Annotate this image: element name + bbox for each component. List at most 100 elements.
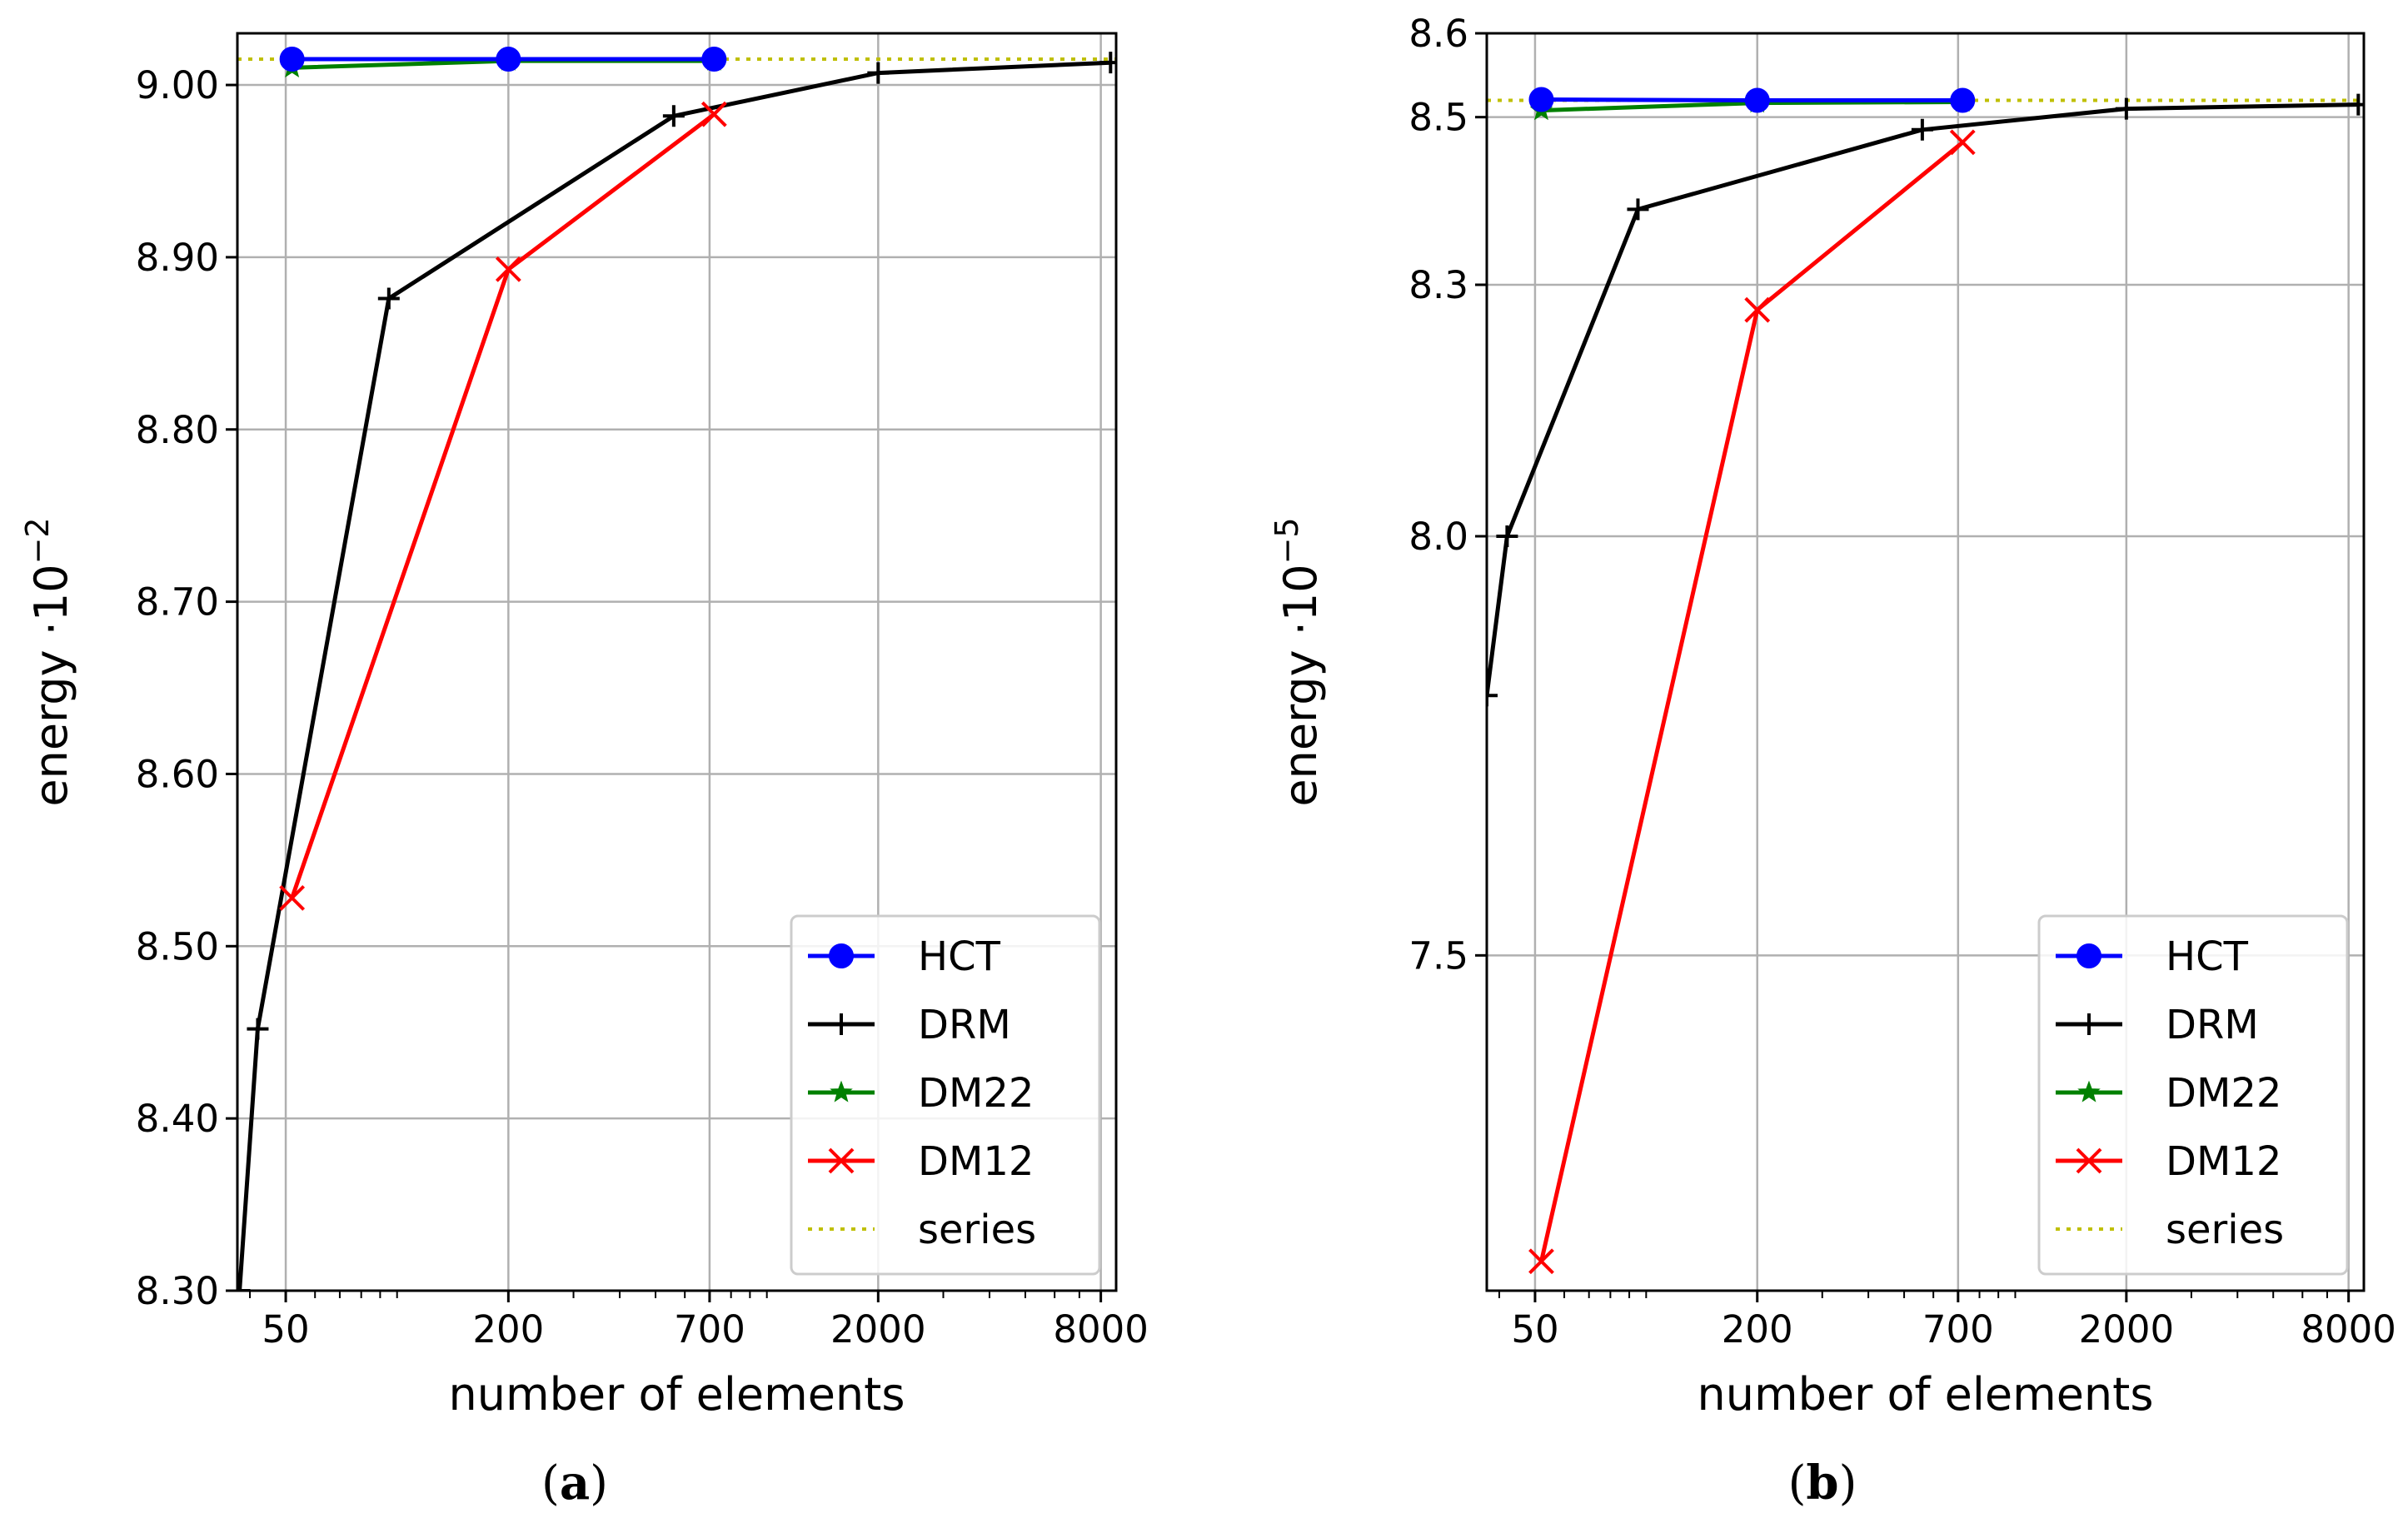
panel-b: 50 200 700 2000 8000 7.5 8.0 8.3 8.5 8.6 number of… xyxy=(1269,12,2396,1511)
x-tick-label: 700 xyxy=(1922,1307,1994,1351)
series-line-dm12 xyxy=(290,112,715,899)
legend-marker-dm12 xyxy=(2076,1147,2102,1174)
data-point-dm12 xyxy=(1949,129,1976,156)
y-axis-label-exponent: −2 xyxy=(19,517,56,564)
legend-label-hct: HCT xyxy=(918,933,1001,980)
y-axis-label-exponent: −5 xyxy=(1269,517,1305,564)
legend-label-dm22: DM22 xyxy=(918,1070,1034,1117)
x-axis-label: number of elements xyxy=(449,1368,905,1421)
y-tick-label: 7.5 xyxy=(1408,933,1468,978)
legend-item-drm: DRM xyxy=(2056,1002,2259,1048)
legend-item-dm22: DM22 xyxy=(2056,1070,2281,1117)
legend-label-series: series xyxy=(2166,1207,2284,1253)
legend-label-drm: DRM xyxy=(2166,1002,2259,1048)
caption-close: ) xyxy=(590,1456,608,1511)
y-tick-label: 8.3 xyxy=(1408,263,1468,307)
panel-caption: (a) xyxy=(541,1456,608,1511)
legend: HCT DRM DM22 DM12 series xyxy=(2037,914,2349,1276)
y-tick-label: 9.00 xyxy=(136,63,219,107)
x-tick-label: 8000 xyxy=(2301,1307,2396,1351)
data-point-hct xyxy=(1744,87,1770,113)
legend-item-series: series xyxy=(2056,1207,2284,1253)
x-tick-label: 200 xyxy=(472,1307,544,1351)
data-point-dm12 xyxy=(279,884,306,911)
y-tick-label: 8.60 xyxy=(136,752,219,796)
data-point-drm xyxy=(1911,118,1933,141)
legend-marker-dm22 xyxy=(2077,1080,2101,1102)
legend-marker-dm22 xyxy=(830,1080,853,1102)
data-point-hct xyxy=(1528,87,1554,112)
x-tick-label: 700 xyxy=(674,1307,745,1351)
legend-label-drm: DRM xyxy=(918,1002,1011,1048)
data-point-drm xyxy=(237,1280,251,1291)
caption-close: ) xyxy=(1839,1456,1857,1511)
series-line-drm xyxy=(237,60,1111,1291)
data-point-hct xyxy=(496,47,521,72)
legend-marker-drm xyxy=(2078,1013,2100,1035)
data-point-hct xyxy=(279,47,305,72)
data-point-dm12 xyxy=(1744,296,1771,323)
data-point-dm12 xyxy=(1528,1248,1554,1275)
data-point-drm xyxy=(662,105,685,127)
data-point-drm xyxy=(2115,97,2137,120)
legend-label-dm22: DM22 xyxy=(2166,1070,2281,1117)
y-tick-label: 8.80 xyxy=(136,408,219,452)
y-axis: 7.5 8.0 8.3 8.5 8.6 xyxy=(1408,12,1487,978)
x-tick-label: 50 xyxy=(1511,1307,1558,1351)
data-point-drm xyxy=(247,1018,269,1040)
data-point-dm12 xyxy=(700,101,727,127)
x-axis-label: number of elements xyxy=(1698,1368,2154,1421)
legend-label-dm12: DM12 xyxy=(918,1138,1034,1185)
y-tick-label: 8.5 xyxy=(1408,96,1468,140)
x-tick-label: 8000 xyxy=(1053,1307,1149,1351)
x-axis: 50 200 700 2000 8000 xyxy=(262,1291,1149,1351)
caption-open: ( xyxy=(1788,1456,1807,1511)
axes-frame xyxy=(236,32,1118,1292)
x-tick-label: 2000 xyxy=(2079,1307,2175,1351)
y-tick-label: 8.6 xyxy=(1408,12,1468,56)
y-axis-label: energy ·10−2 xyxy=(19,517,77,806)
y-tick-label: 8.40 xyxy=(136,1097,219,1141)
legend-marker-hct xyxy=(2076,943,2101,968)
plot-area xyxy=(1487,87,2364,1275)
caption-letter: b xyxy=(1806,1456,1838,1511)
data-point-drm xyxy=(377,287,400,310)
data-point-drm xyxy=(867,62,890,84)
data-point-hct xyxy=(1950,87,1976,113)
data-point-drm xyxy=(2347,93,2364,116)
data-point-drm xyxy=(1099,52,1116,74)
y-axis-label-base: energy ·10 xyxy=(25,564,77,806)
y-tick-label: 8.0 xyxy=(1408,515,1468,559)
y-tick-label: 8.90 xyxy=(136,236,219,280)
y-tick-label: 8.50 xyxy=(136,924,219,968)
y-tick-label: 8.70 xyxy=(136,580,219,625)
y-axis: 8.30 8.40 8.50 8.60 8.70 8.80 8.90 9.00 xyxy=(136,63,237,1313)
legend-marker-dm12 xyxy=(828,1147,855,1174)
series-line-drm xyxy=(1487,102,2359,696)
legend-box xyxy=(2037,914,2349,1276)
legend-label-dm12: DM12 xyxy=(2166,1138,2281,1185)
data-point-drm xyxy=(1496,525,1518,547)
legend-label-series: series xyxy=(918,1207,1036,1253)
data-point-drm xyxy=(1627,198,1649,221)
panel-a: 50 200 700 2000 8000 8.30 8.40 8.50 8.60 8.70 8.80… xyxy=(19,32,1149,1511)
caption-letter: a xyxy=(560,1456,590,1511)
y-tick-label: 8.30 xyxy=(136,1269,219,1313)
legend-marker-drm xyxy=(830,1013,852,1035)
caption-open: ( xyxy=(541,1456,560,1511)
axes-frame xyxy=(1485,32,2366,1292)
x-tick-label: 50 xyxy=(262,1307,309,1351)
panel-caption: (b) xyxy=(1788,1456,1857,1511)
legend-marker-hct xyxy=(829,943,854,968)
series-line-dm12 xyxy=(1539,140,1964,1262)
legend-item-dm22: DM22 xyxy=(808,1070,1034,1117)
legend-item-hct: HCT xyxy=(2056,933,2249,980)
x-axis: 50 200 700 2000 8000 xyxy=(1511,1291,2396,1351)
legend-item-dm12: DM12 xyxy=(808,1138,1034,1185)
legend-item-dm12: DM12 xyxy=(2056,1138,2281,1185)
plot-area xyxy=(237,47,1116,1291)
y-axis-label: energy ·10−5 xyxy=(1269,517,1327,806)
legend-item-drm: DRM xyxy=(808,1002,1011,1048)
data-point-drm xyxy=(1487,684,1498,707)
